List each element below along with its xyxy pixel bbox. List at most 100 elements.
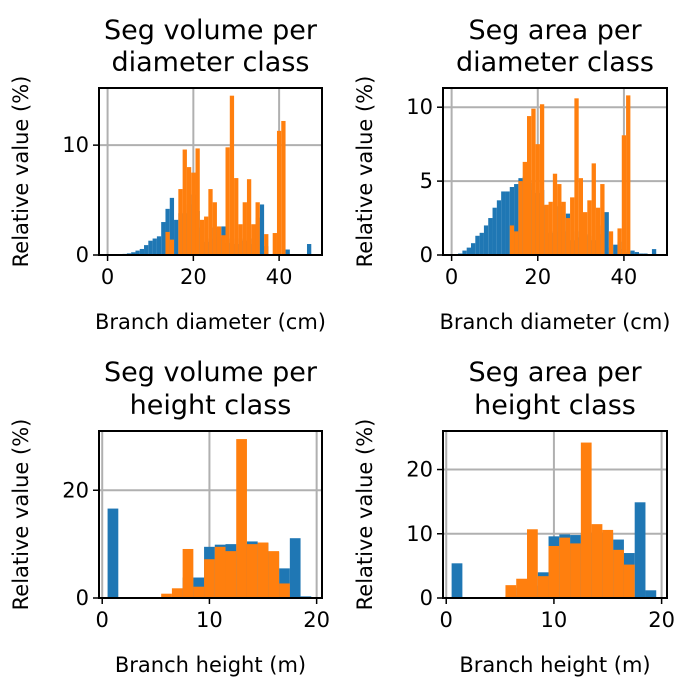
bar-series-2 bbox=[570, 543, 581, 598]
bar-series-2 bbox=[182, 548, 194, 598]
bar-series-1 bbox=[279, 568, 290, 598]
y-axis-label: Relative value (%) bbox=[353, 419, 377, 611]
bar-series-1 bbox=[169, 197, 175, 255]
bar-series-2 bbox=[169, 239, 175, 255]
bar-series-2 bbox=[255, 202, 260, 255]
bar-series-2 bbox=[161, 593, 172, 598]
y-tick-label: 0 bbox=[420, 243, 433, 267]
bar-series-1 bbox=[634, 252, 639, 255]
y-tick-label: 10 bbox=[406, 522, 433, 546]
chart-title-line: height class bbox=[130, 390, 292, 421]
bar-series-1 bbox=[645, 590, 657, 598]
y-tick-label: 20 bbox=[62, 478, 89, 502]
bar-series-1 bbox=[289, 538, 301, 598]
x-tick-label: 0 bbox=[445, 265, 458, 289]
bar-series-2 bbox=[264, 234, 269, 255]
bar-series-2 bbox=[238, 224, 243, 255]
axes-frame bbox=[442, 430, 668, 599]
bar-series-1 bbox=[604, 212, 609, 255]
bar-series-2 bbox=[595, 207, 601, 255]
bar-series-2 bbox=[165, 231, 170, 255]
bar-series-2 bbox=[574, 98, 579, 256]
bar-series-2 bbox=[580, 442, 592, 598]
bar-series-2 bbox=[552, 173, 558, 255]
bar-series-1 bbox=[451, 563, 463, 598]
bar-series-2 bbox=[214, 546, 226, 598]
bar-series-2 bbox=[613, 549, 624, 598]
bar-series-1 bbox=[135, 250, 140, 255]
y-axis-label: Relative value (%) bbox=[9, 419, 33, 611]
bar-series-2 bbox=[578, 178, 583, 255]
bar-series-2 bbox=[591, 163, 596, 255]
bar-series-1 bbox=[651, 249, 657, 255]
bar-series-1 bbox=[156, 236, 162, 255]
bar-series-2 bbox=[199, 219, 205, 255]
x-tick-label: 10 bbox=[196, 608, 223, 632]
bar-series-2 bbox=[225, 551, 237, 598]
bar-series-2 bbox=[242, 202, 247, 255]
bar-series-2 bbox=[272, 233, 277, 255]
bar-series-2 bbox=[583, 212, 588, 255]
y-axis-label: Relative value (%) bbox=[9, 76, 33, 268]
bar-series-2 bbox=[505, 585, 517, 598]
x-tick-label: 10 bbox=[541, 608, 568, 632]
x-tick-label: 40 bbox=[611, 265, 638, 289]
bar-series-1 bbox=[496, 200, 502, 255]
bar-series-2 bbox=[608, 231, 614, 255]
bar-series-2 bbox=[229, 95, 235, 255]
bar-series-1 bbox=[107, 508, 119, 598]
bar-series-2 bbox=[234, 178, 239, 255]
bar-series-2 bbox=[621, 135, 627, 255]
chart-title-line: Seg area per bbox=[468, 357, 642, 388]
bar-series-2 bbox=[276, 130, 282, 255]
bar-series-2 bbox=[246, 544, 258, 598]
chart-title-line: diameter class bbox=[111, 47, 309, 78]
bar-series-2 bbox=[537, 576, 549, 598]
bar-series-2 bbox=[522, 161, 527, 255]
bar-series-2 bbox=[204, 216, 209, 255]
bar-series-2 bbox=[535, 144, 540, 255]
bar-series-2 bbox=[561, 201, 566, 255]
bar-series-1 bbox=[144, 245, 149, 255]
bar-series-2 bbox=[195, 148, 200, 255]
x-axis-label: Branch diameter (cm) bbox=[439, 310, 670, 334]
bar-series-2 bbox=[216, 226, 222, 255]
bar-series-1 bbox=[148, 240, 153, 255]
bar-series-1 bbox=[514, 184, 519, 255]
bar-series-2 bbox=[257, 542, 269, 598]
bar-series-2 bbox=[623, 564, 635, 598]
bar-series-2 bbox=[557, 184, 562, 255]
bar-series-2 bbox=[591, 524, 603, 598]
x-axis-label: Branch diameter (cm) bbox=[95, 310, 326, 334]
y-tick-label: 0 bbox=[420, 586, 433, 610]
bar-series-2 bbox=[171, 588, 183, 598]
chart-title-line: Seg area per bbox=[468, 15, 642, 46]
axes-frame bbox=[442, 87, 668, 256]
bar-series-1 bbox=[462, 250, 467, 255]
bar-series-2 bbox=[221, 235, 226, 255]
bar-series-2 bbox=[600, 184, 605, 255]
y-axis-label: Relative value (%) bbox=[353, 76, 377, 268]
x-tick-label: 40 bbox=[266, 265, 293, 289]
y-tick-label: 0 bbox=[76, 243, 89, 267]
bar-series-2 bbox=[225, 147, 230, 255]
bar-series-2 bbox=[531, 108, 536, 255]
bar-series-2 bbox=[570, 197, 575, 255]
bar-series-1 bbox=[488, 218, 493, 255]
bar-series-2 bbox=[527, 116, 532, 255]
bar-series-1 bbox=[634, 502, 646, 598]
bar-series-1 bbox=[475, 235, 480, 255]
bar-series-2 bbox=[178, 189, 183, 255]
bar-series-1 bbox=[479, 232, 484, 255]
bar-series-2 bbox=[516, 578, 527, 598]
x-tick-label: 20 bbox=[524, 265, 551, 289]
bar-series-1 bbox=[152, 238, 157, 255]
bar-series-2 bbox=[193, 586, 205, 598]
bar-series-1 bbox=[131, 252, 136, 255]
x-axis-label: Branch height (m) bbox=[459, 653, 650, 677]
bar-series-1 bbox=[139, 248, 145, 255]
x-axis-label: Branch height (m) bbox=[115, 653, 306, 677]
